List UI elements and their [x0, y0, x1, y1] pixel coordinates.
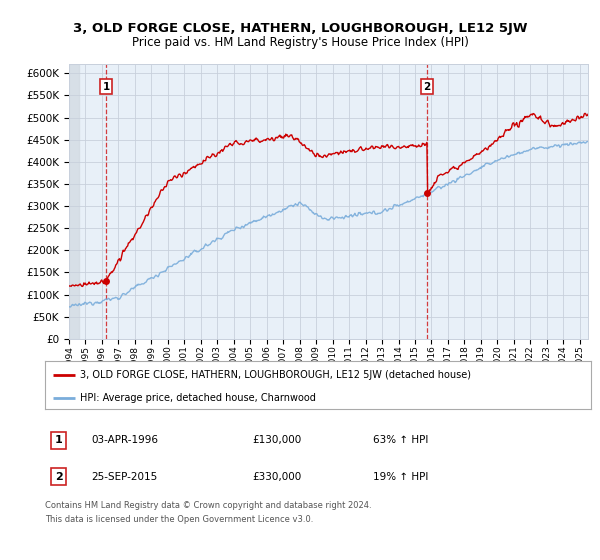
Text: 25-SEP-2015: 25-SEP-2015: [91, 472, 158, 482]
Text: 63% ↑ HPI: 63% ↑ HPI: [373, 436, 428, 445]
Text: HPI: Average price, detached house, Charnwood: HPI: Average price, detached house, Char…: [80, 393, 316, 403]
Text: £330,000: £330,000: [253, 472, 302, 482]
Text: 1: 1: [55, 436, 62, 445]
Text: 3, OLD FORGE CLOSE, HATHERN, LOUGHBOROUGH, LE12 5JW (detached house): 3, OLD FORGE CLOSE, HATHERN, LOUGHBOROUG…: [80, 370, 472, 380]
Text: Price paid vs. HM Land Registry's House Price Index (HPI): Price paid vs. HM Land Registry's House …: [131, 36, 469, 49]
Text: 03-APR-1996: 03-APR-1996: [91, 436, 158, 445]
Text: 2: 2: [424, 82, 431, 91]
Bar: [69, 64, 79, 339]
Text: 19% ↑ HPI: 19% ↑ HPI: [373, 472, 428, 482]
Text: 1: 1: [103, 82, 110, 91]
Text: £130,000: £130,000: [253, 436, 302, 445]
Text: Contains HM Land Registry data © Crown copyright and database right 2024.: Contains HM Land Registry data © Crown c…: [45, 501, 371, 510]
Text: 3, OLD FORGE CLOSE, HATHERN, LOUGHBOROUGH, LE12 5JW: 3, OLD FORGE CLOSE, HATHERN, LOUGHBOROUG…: [73, 22, 527, 35]
Text: This data is licensed under the Open Government Licence v3.0.: This data is licensed under the Open Gov…: [45, 515, 313, 524]
Text: 2: 2: [55, 472, 62, 482]
